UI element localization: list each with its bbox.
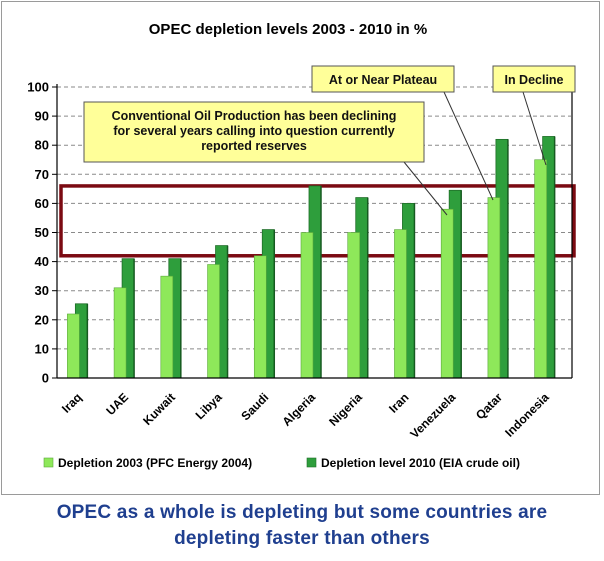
bar-2003-uae — [113, 287, 127, 379]
y-tick-label: 90 — [35, 109, 49, 124]
chart-title: OPEC depletion levels 2003 - 2010 in % — [149, 21, 427, 38]
x-tick-label: Libya — [193, 390, 225, 422]
callout-pointer — [443, 91, 494, 201]
x-tick-label: Kuwait — [140, 390, 178, 428]
callout-plateau-text: At or Near Plateau — [329, 73, 437, 87]
y-tick-label: 100 — [27, 80, 49, 95]
callout-conventional-line: for several years calling into question … — [113, 124, 394, 138]
bar-2003-iran — [394, 229, 407, 379]
bar-2003-saudi — [253, 255, 267, 379]
chart-svg: OPEC depletion levels 2003 - 2010 in % 0… — [27, 21, 576, 470]
caption-line-2: depleting faster than others — [174, 528, 430, 549]
legend-label-2003: Depletion 2003 (PFC Energy 2004) — [58, 456, 252, 470]
callout-decline-text: In Decline — [504, 73, 563, 87]
x-tick-label: Venezuela — [407, 390, 458, 441]
callout-conventional-line: Conventional Oil Production has been dec… — [112, 109, 397, 123]
callout-plateau — [311, 65, 455, 93]
x-tick-label: Nigeria — [326, 390, 365, 429]
x-tick-label: Iraq — [59, 390, 84, 415]
x-tick-label: Saudi — [238, 390, 271, 423]
callout-conventional-line: reported reserves — [201, 139, 307, 153]
x-tick-label: Qatar — [473, 390, 505, 422]
x-tick-label: UAE — [103, 390, 131, 418]
y-tick-label: 20 — [35, 312, 49, 327]
bar-2003-nigeria — [347, 232, 361, 379]
bar-2003-venezuela — [440, 208, 454, 379]
bar-2003-indonesia — [534, 159, 547, 379]
caption: OPEC as a whole is depleting but some co… — [0, 500, 604, 552]
callout-decline — [492, 65, 576, 93]
x-tick-label: Algeria — [279, 390, 318, 429]
x-tick-label: Indonesia — [502, 390, 552, 440]
y-tick-label: 80 — [35, 138, 49, 153]
x-tick-label: Iran — [386, 390, 411, 415]
y-tick-label: 70 — [35, 167, 49, 182]
caption-line-1: OPEC as a whole is depleting but some co… — [56, 502, 548, 523]
bar-2003-algeria — [300, 232, 314, 379]
legend-label-2010: Depletion level 2010 (EIA crude oil) — [321, 456, 520, 470]
y-tick-label: 40 — [35, 254, 49, 269]
bar-2003-libya — [207, 264, 220, 379]
y-tick-label: 10 — [35, 341, 49, 356]
y-tick-label: 50 — [35, 225, 49, 240]
bar-2003-iraq — [67, 313, 80, 379]
legend: Depletion 2003 (PFC Energy 2004) Depletio… — [43, 456, 520, 470]
callout-pointer — [522, 91, 547, 166]
callout-pointer — [403, 161, 448, 216]
plot-area: 0 10 20 30 40 50 60 70 80 90 100 Iraq UAE Kuwait Libya… — [27, 65, 576, 441]
legend-swatch-2003 — [43, 457, 54, 468]
bar-2003-qatar — [487, 197, 501, 379]
bar-2003-kuwait — [160, 275, 174, 379]
y-tick-label: 30 — [35, 283, 49, 298]
legend-swatch-2010 — [306, 457, 317, 468]
y-tick-label: 0 — [42, 371, 49, 386]
callout-conventional — [83, 101, 425, 163]
y-tick-label: 60 — [35, 196, 49, 211]
